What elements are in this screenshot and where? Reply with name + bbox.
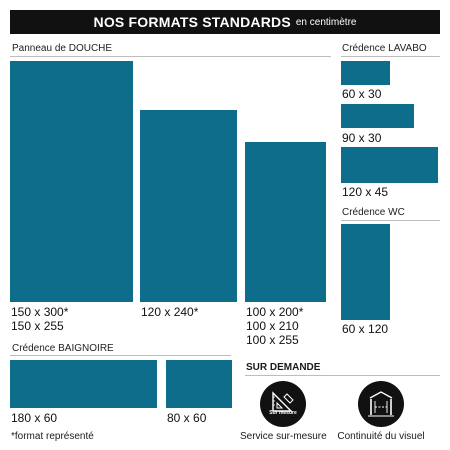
section-divider xyxy=(10,355,231,356)
header-banner: NOS FORMATS STANDARDS en centimètre xyxy=(10,10,440,34)
panel-baignoire-180x60 xyxy=(10,360,157,408)
panel-douche-150x300 xyxy=(10,61,133,302)
size-label-lavabo-1: 60 x 30 xyxy=(342,87,382,101)
size-label-baignoire-1: 180 x 60 xyxy=(11,411,58,425)
size-label-lavabo-2: 90 x 30 xyxy=(342,131,382,145)
footnote: *format représenté xyxy=(11,431,94,442)
size-text: 120 x 240* xyxy=(141,305,199,319)
service-label-sur-mesure: Service sur-mesure xyxy=(240,431,327,442)
size-label-baignoire-2: 80 x 60 xyxy=(167,411,207,425)
size-text: 100 x 255 xyxy=(246,333,299,347)
page-title: NOS FORMATS STANDARDS xyxy=(93,14,291,30)
size-label-lavabo-3: 120 x 45 xyxy=(342,185,389,199)
size-text: 150 x 300* xyxy=(11,305,69,319)
continuity-badge xyxy=(358,381,404,427)
size-label-wc-1: 60 x 120 xyxy=(342,322,389,336)
section-label-baignoire: Crédence BAIGNOIRE xyxy=(12,343,114,354)
ruler-triangle-icon xyxy=(272,391,294,412)
size-text: 150 x 255 xyxy=(11,319,64,333)
badge-text: Sur mesure xyxy=(269,410,297,416)
size-label-douche-3: 100 x 200* 100 x 210 100 x 255 xyxy=(246,305,303,347)
panel-wc-60x120 xyxy=(341,224,390,320)
panel-baignoire-80x60 xyxy=(166,360,232,408)
panel-douche-100x200 xyxy=(245,142,326,302)
section-divider xyxy=(341,220,440,221)
section-label-wc: Crédence WC xyxy=(342,207,405,218)
service-label-continuite: Continuité du visuel xyxy=(337,431,425,442)
section-label-lavabo: Crédence LAVABO xyxy=(342,43,427,54)
page-subtitle: en centimètre xyxy=(295,16,357,28)
section-divider xyxy=(245,375,440,376)
sur-demande-title: SUR DEMANDE xyxy=(246,362,321,373)
size-label-douche-2: 120 x 240* xyxy=(141,305,198,319)
panel-lavabo-120x45 xyxy=(341,147,438,183)
section-divider xyxy=(10,56,331,57)
size-label-douche-1: 150 x 300* 150 x 255 xyxy=(11,305,68,333)
size-text: 100 x 200* xyxy=(246,305,304,319)
panel-lavabo-90x30 xyxy=(341,104,414,128)
panel-douche-120x240 xyxy=(140,110,237,302)
panel-lavabo-60x30 xyxy=(341,61,390,85)
continuity-icon xyxy=(368,391,394,417)
section-divider xyxy=(341,56,440,57)
sur-mesure-badge: Sur mesure xyxy=(260,381,306,427)
section-label-douche: Panneau de DOUCHE xyxy=(12,43,113,54)
size-text: 100 x 210 xyxy=(246,319,299,333)
